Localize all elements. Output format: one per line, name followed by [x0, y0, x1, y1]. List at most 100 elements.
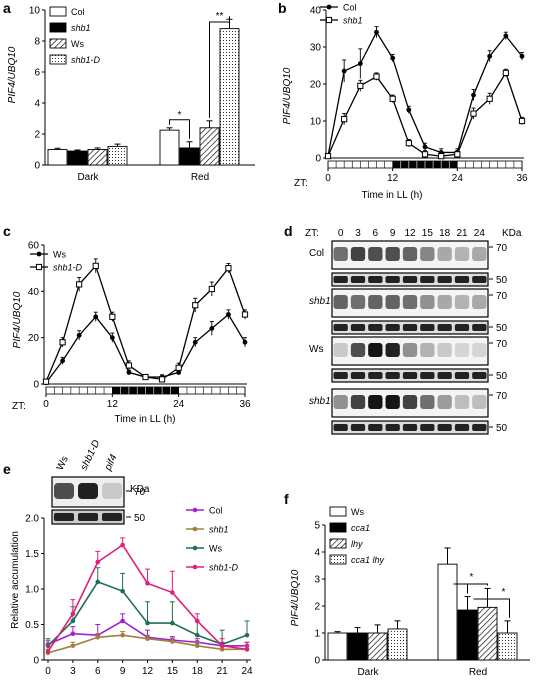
- panel-d-band: [385, 343, 400, 357]
- panel-d-band: [437, 372, 452, 379]
- panel-b-data-point: [406, 107, 412, 113]
- panel-d-marker-70: 70: [496, 391, 508, 402]
- panel-f-bar: [497, 632, 518, 661]
- panel-f-ytick-label: 4: [314, 548, 320, 559]
- panel-d-band: [385, 372, 400, 379]
- panel-e-data-point: [219, 647, 225, 652]
- panel-b-data-point: [519, 53, 525, 59]
- panel-f-ytick-label: 3: [314, 575, 320, 586]
- panel-d-marker-50: 50: [496, 323, 508, 334]
- panel-b-data-point: [422, 144, 428, 150]
- panel-a-legend-swatch: [49, 54, 67, 65]
- panel-d-band: [472, 372, 487, 379]
- panel-b-xtick-label: 36: [516, 173, 528, 184]
- panel-a-legend-swatch: [49, 22, 67, 33]
- panel-b-data-point: [357, 61, 363, 67]
- panel-b-data-point: [357, 82, 364, 89]
- panel-e-data-point: [120, 588, 125, 594]
- panel-b-ylabel: PIF4/UBQ10: [282, 67, 293, 124]
- panel-f-ytick-label: 2: [314, 602, 320, 613]
- panel-e-data-point: [170, 590, 175, 595]
- panel-e-xtick-label: 15: [167, 666, 179, 677]
- panel-e-xtick-label: 9: [120, 666, 126, 677]
- panel-d-band: [385, 276, 400, 283]
- panel-d-band: [454, 395, 470, 409]
- panel-d-band: [385, 424, 400, 431]
- panel-f-ytick-label: 1: [314, 629, 320, 640]
- panel-c-data-point: [225, 265, 232, 272]
- panel-e-band: [54, 513, 74, 521]
- panel-d-zt-value: 9: [390, 228, 396, 239]
- panel-d-band: [368, 424, 383, 431]
- panel-d-band: [420, 295, 435, 309]
- panel-e-xtick-label: 18: [192, 666, 204, 677]
- panel-a-bar: [87, 149, 108, 166]
- panel-d-zt-value: 24: [474, 228, 486, 239]
- panel-c-data-point: [209, 326, 215, 331]
- panel-c-label: c: [3, 223, 11, 239]
- panel-d-band: [420, 343, 435, 357]
- panel-b-legend-marker: [325, 16, 333, 24]
- panel-d-marker-70: 70: [496, 243, 508, 254]
- panel-d-band: [368, 324, 383, 331]
- panel-a-sig-star: **: [216, 11, 224, 22]
- panel-c-line-chart: 0 20 40 60 0 12 24 36 Ws shb1-D: [28, 241, 251, 411]
- panel-b-legend-marker: [326, 4, 332, 10]
- panel-a-bar: [67, 150, 88, 166]
- panel-e-ytick-label: 1.0: [25, 585, 39, 596]
- panel-e-data-point: [194, 632, 200, 638]
- panel-d-band: [368, 295, 383, 309]
- panel-e-xtick-label: 0: [45, 666, 51, 677]
- panel-e-data-point: [95, 579, 101, 585]
- panel-d-band: [350, 276, 366, 283]
- panel-e-data-point: [120, 632, 125, 638]
- panel-f-legend-label: cca1: [351, 523, 370, 533]
- panel-b-data-point: [324, 153, 332, 160]
- panel-b-data-point: [471, 92, 476, 98]
- panel-f-bar: [367, 632, 388, 661]
- panel-e-band: [102, 483, 122, 499]
- panel-c-data-point: [109, 335, 115, 341]
- panel-e-data-point: [120, 618, 125, 624]
- panel-d-band: [368, 247, 383, 261]
- panel-f-bar: [327, 632, 348, 661]
- panel-d-band: [402, 424, 418, 431]
- panel-c-xtick-label: 36: [239, 399, 251, 410]
- panel-d-band: [350, 343, 366, 357]
- panel-e-xtick-label: 12: [142, 666, 154, 677]
- panel-d-band: [350, 324, 366, 331]
- panel-d-band: [385, 395, 400, 409]
- panel-d-band: [420, 247, 435, 261]
- panel-d-zt-value: 12: [404, 228, 416, 239]
- panel-f-sig-star: *: [470, 572, 474, 583]
- panel-c-xtick-label: 0: [43, 399, 49, 410]
- panel-c-ytick-label: 0: [33, 380, 39, 391]
- panel-b-xlabel: Time in LL (h): [362, 190, 423, 201]
- panel-d-band: [420, 276, 435, 283]
- panel-c-legend-marker: [35, 263, 43, 271]
- panel-e-data-point: [170, 639, 175, 644]
- panel-e-ytick-label: 1.5: [25, 549, 39, 560]
- panel-d-band: [333, 343, 348, 357]
- panel-f-sig-bracket: [453, 583, 488, 586]
- panel-e-marker-50: 50: [134, 513, 146, 524]
- panel-e-data-point: [244, 632, 250, 638]
- panel-a-sig-bracket: [169, 119, 190, 139]
- panel-a-legend-swatch: [49, 6, 67, 17]
- panel-d-band: [385, 247, 400, 261]
- panel-c-data-point: [192, 339, 198, 345]
- panel-a-bar: [159, 129, 180, 166]
- panel-d-band: [420, 372, 435, 379]
- panel-a-bar: [199, 127, 220, 166]
- panel-e-data-point: [170, 620, 175, 626]
- panel-f-legend-swatch: [329, 538, 347, 549]
- panel-d-band: [454, 276, 470, 283]
- panel-d-band: [437, 295, 452, 309]
- panel-a-category-label: Red: [191, 172, 209, 183]
- panel-d-band: [454, 295, 470, 309]
- panel-a-ytick-label: 4: [34, 99, 40, 110]
- panel-e-data-point: [70, 643, 76, 649]
- panel-a-legend-label: Col: [71, 7, 85, 17]
- panel-e-data-point: [145, 620, 150, 626]
- panel-c-data-point: [241, 311, 249, 318]
